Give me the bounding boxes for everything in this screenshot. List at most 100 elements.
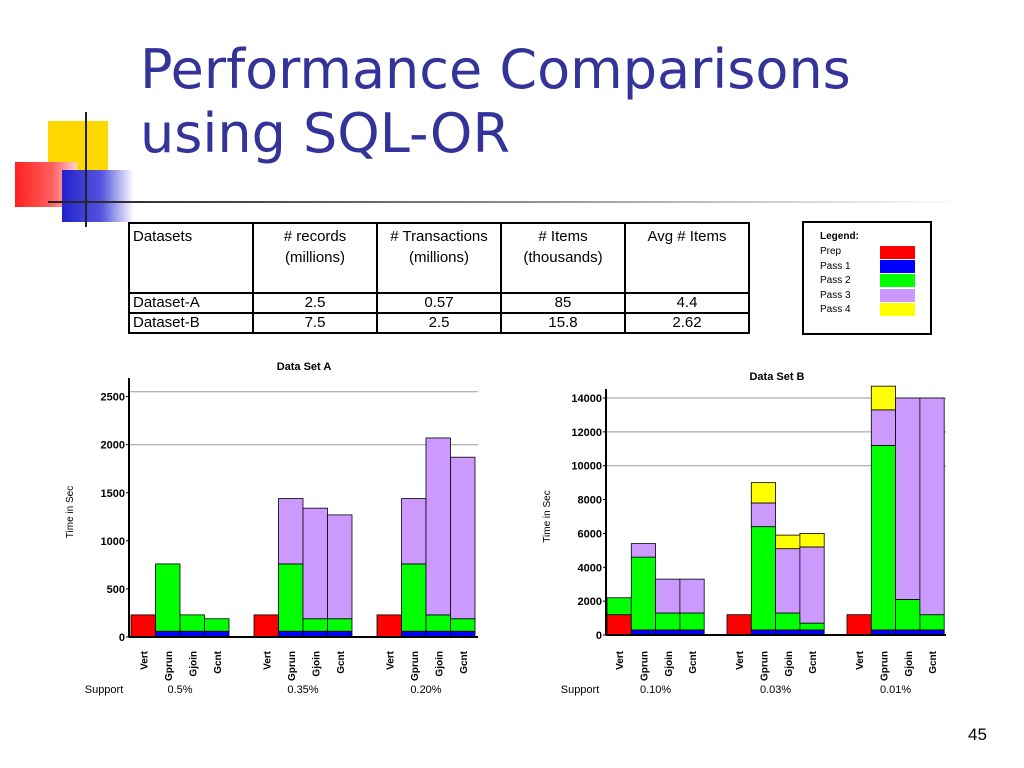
bar-segment (919, 397, 945, 616)
y-tick-label: 2000 (578, 596, 602, 608)
x-category-label: Gprun (759, 651, 770, 681)
legend-label: Pass 1 (820, 261, 851, 272)
x-category-label: Gprun (879, 651, 890, 681)
bar-segment (870, 385, 896, 411)
y-tick-label: 10000 (571, 461, 602, 473)
table-cell: 7.5 (252, 312, 378, 334)
legend-label: Pass 3 (820, 290, 851, 301)
legend-swatch (880, 260, 915, 273)
table-header-cell: # Items (thousands) (500, 222, 626, 294)
support-value-label: 0.03% (760, 684, 791, 696)
page-number: 45 (968, 725, 987, 744)
x-category-label: Gcnt (336, 650, 347, 673)
legend-swatch (880, 274, 915, 287)
bar-segment (606, 614, 632, 636)
table-cell: 2.5 (376, 312, 502, 334)
y-tick-label: 1500 (101, 488, 125, 500)
bar-segment (630, 556, 656, 631)
y-tick-label: 8000 (578, 495, 602, 507)
table-cell: Dataset-A (128, 292, 254, 314)
x-category-label: Gcnt (688, 650, 699, 673)
table-row: Dataset-A 2.5 0.57 85 4.4 (128, 292, 750, 314)
slide-title-line: Performance Comparisons (140, 38, 851, 101)
bar-segment (425, 437, 451, 616)
x-category-label: Gcnt (459, 650, 470, 673)
bar-segment (655, 612, 681, 631)
table-cell: 2.62 (624, 312, 750, 334)
datasets-table: Datasets # records (millions) # Transacti… (128, 222, 750, 334)
bar-segment (799, 533, 825, 548)
table-header-cell: Datasets (128, 222, 254, 294)
x-category-label: Gcnt (213, 650, 224, 673)
bar-segment (775, 534, 801, 550)
bar-segment (750, 526, 776, 631)
support-value-label: 0.10% (640, 684, 671, 696)
legend: Legend: Prep Pass 1 Pass 2 Pass 3 Pass 4 (802, 221, 932, 335)
bar-segment (327, 514, 353, 620)
legend-label: Pass 2 (820, 275, 851, 286)
bar-segment (750, 482, 776, 504)
bar-segment (726, 614, 752, 636)
bar-segment (450, 456, 476, 620)
bar-segment (750, 502, 776, 528)
support-label: Support (561, 684, 600, 696)
chart-title: Data Set B (749, 371, 804, 383)
support-value-label: 0.35% (287, 684, 318, 696)
bar-segment (155, 563, 181, 632)
bar-segment (679, 612, 705, 631)
bar-segment (204, 618, 230, 632)
slide-title: Performance Comparisons using SQL-OR (140, 38, 1000, 166)
bar-segment (630, 543, 656, 558)
bar-segment (278, 498, 304, 565)
bar-segment (679, 578, 705, 614)
legend-title: Legend: (820, 231, 859, 242)
x-category-label: Vert (262, 650, 273, 670)
bar-segment (655, 578, 681, 614)
bar-segment (895, 397, 921, 600)
legend-swatch (880, 246, 915, 259)
table-header-cell: Avg # Items (624, 222, 750, 294)
x-category-label: Gjoin (664, 651, 675, 677)
decor-blue-square (62, 170, 134, 222)
table-cell: 2.5 (252, 292, 378, 314)
x-category-label: Vert (385, 650, 396, 670)
decor-vertical-line (85, 112, 87, 227)
support-value-label: 0.20% (410, 684, 441, 696)
support-value-label: 0.01% (880, 684, 911, 696)
table-cell: 0.57 (376, 292, 502, 314)
bar-segment (799, 546, 825, 624)
table-header-cell: # records (millions) (252, 222, 378, 294)
x-category-label: Gjoin (784, 651, 795, 677)
x-category-label: Gprun (164, 651, 175, 681)
x-category-label: Vert (855, 650, 866, 670)
bar-segment (895, 599, 921, 631)
table-cell: 4.4 (624, 292, 750, 314)
bar-segment (799, 622, 825, 631)
chart-title: Data Set A (277, 361, 332, 373)
decor-title-rule (48, 201, 968, 203)
x-category-label: Gprun (410, 651, 421, 681)
legend-label: Prep (820, 246, 842, 257)
y-tick-label: 14000 (571, 393, 602, 405)
bar-segment (775, 548, 801, 614)
table-cell: 15.8 (500, 312, 626, 334)
legend-swatch (880, 289, 915, 302)
x-category-label: Gjoin (188, 651, 199, 677)
bar-segment (606, 597, 632, 616)
bar-segment (870, 409, 896, 446)
bar-segment (846, 614, 872, 636)
x-category-label: Gjoin (311, 651, 322, 677)
table-header-cell: # Transactions (millions) (376, 222, 502, 294)
y-axis-label: Time in Sec (65, 486, 76, 538)
y-axis-label: Time in Sec (542, 490, 553, 542)
bar-segment (919, 614, 945, 631)
y-tick-label: 4000 (578, 562, 602, 574)
table-cell: 85 (500, 292, 626, 314)
x-category-label: Vert (139, 650, 150, 670)
bar-segment (401, 498, 427, 565)
bar-segment (775, 612, 801, 631)
x-category-label: Gprun (287, 651, 298, 681)
y-tick-label: 12000 (571, 427, 602, 439)
